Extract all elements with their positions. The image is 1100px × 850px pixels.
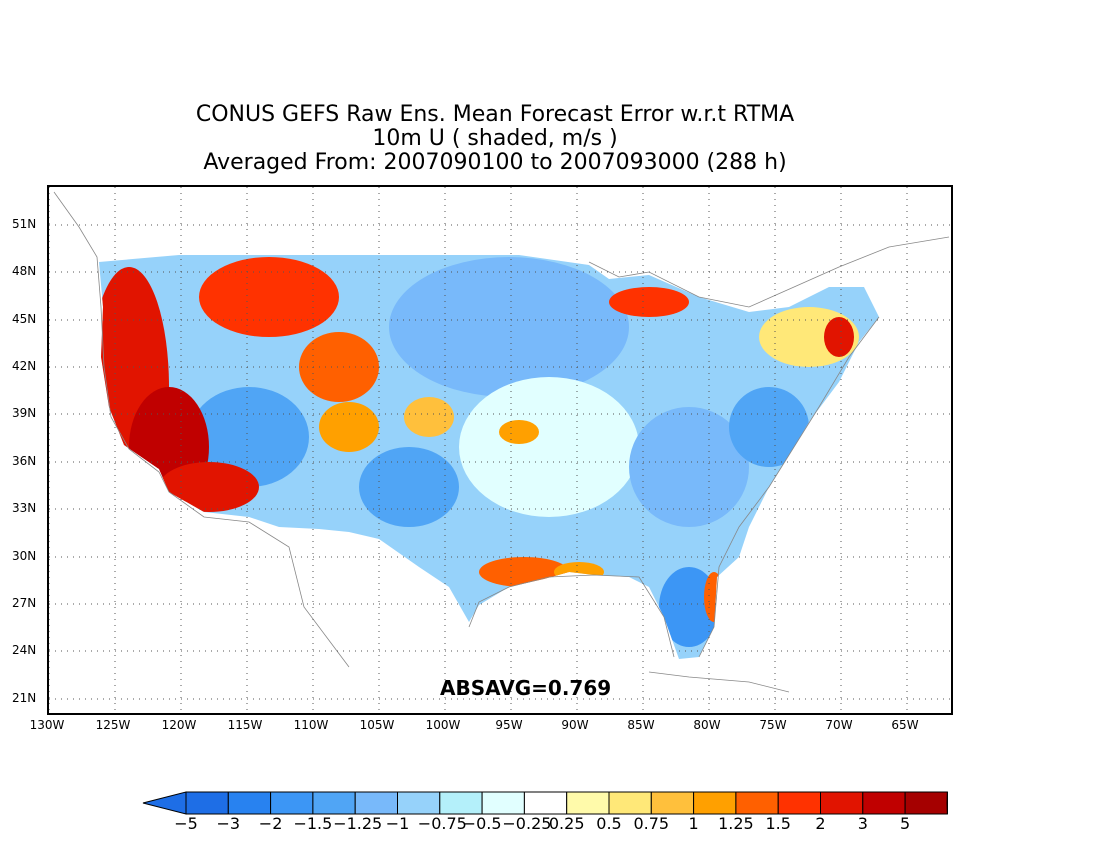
shade-blob bbox=[824, 317, 854, 357]
coastlines bbox=[53, 191, 950, 693]
lat-tick-label: 42N bbox=[12, 359, 37, 373]
colorbar-swatch bbox=[904, 791, 948, 815]
lat-tick-label: 24N bbox=[12, 643, 37, 657]
lat-tick-label: 51N bbox=[12, 217, 37, 231]
chart-title-line-2: 10m U ( shaded, m/s ) bbox=[372, 126, 618, 151]
colorbar-swatch bbox=[566, 791, 610, 815]
colorbar-tick-label: −5 bbox=[174, 814, 198, 833]
shade-blob bbox=[189, 387, 309, 487]
colorbar-swatch bbox=[481, 791, 525, 815]
shade-blob bbox=[299, 332, 379, 402]
colorbar-tick-label: −1.5 bbox=[293, 814, 333, 833]
shade-blob bbox=[459, 377, 639, 517]
lon-tick-label: 90W bbox=[561, 718, 589, 732]
lat-tick-label: 27N bbox=[12, 596, 37, 610]
chart-title-line-1: CONUS GEFS Raw Ens. Mean Forecast Error … bbox=[195, 102, 795, 127]
lon-tick-label: 85W bbox=[627, 718, 655, 732]
lon-tick-label: 70W bbox=[825, 718, 853, 732]
lon-tick-label: 125W bbox=[95, 718, 131, 732]
lon-tick-label: 120W bbox=[161, 718, 197, 732]
colorbar-swatch bbox=[693, 791, 737, 815]
lat-tick-label: 21N bbox=[12, 691, 37, 705]
colorbar-tick-label: 1.5 bbox=[765, 814, 791, 833]
shade-blob bbox=[499, 420, 539, 444]
colorbar-tick-label: 0.25 bbox=[548, 814, 585, 833]
lon-tick-label: 95W bbox=[495, 718, 523, 732]
shade-blob bbox=[359, 447, 459, 527]
colorbar-swatch bbox=[312, 791, 356, 815]
lat-tick-label: 48N bbox=[12, 264, 37, 278]
lon-tick-label: 130W bbox=[29, 718, 65, 732]
lon-tick-label: 65W bbox=[891, 718, 919, 732]
lat-tick-label: 39N bbox=[12, 406, 37, 420]
colorbar-tick-label: −0.5 bbox=[462, 814, 502, 833]
graticule bbox=[48, 187, 951, 713]
map-plot bbox=[48, 187, 951, 713]
colorbar-tick-label: 1.25 bbox=[718, 814, 754, 833]
colorbar-swatch bbox=[820, 791, 864, 815]
absavg-stat: ABSAVG=0.769 bbox=[440, 676, 612, 700]
east-coastline bbox=[698, 316, 880, 658]
colorbar-tick-label: 3 bbox=[857, 814, 868, 833]
colorbar-tick-label: 2 bbox=[815, 814, 826, 833]
colorbar-tick-label: 1 bbox=[688, 814, 699, 833]
shade-blob bbox=[659, 567, 719, 647]
shade-blob bbox=[704, 572, 724, 622]
colorbar-swatch bbox=[270, 791, 314, 815]
shade-blob bbox=[389, 257, 629, 397]
lat-tick-label: 36N bbox=[12, 454, 37, 468]
colorbar-swatch bbox=[185, 791, 229, 815]
colorbar-swatch bbox=[227, 791, 272, 815]
colorbar-tick-label: −0.25 bbox=[502, 814, 552, 833]
shade-blob bbox=[199, 257, 339, 337]
shade-blob bbox=[404, 397, 454, 437]
colorbar-swatch bbox=[397, 791, 441, 815]
colorbar-tick-label: −3 bbox=[216, 814, 241, 833]
colorbar-swatch bbox=[862, 791, 906, 815]
lon-tick-label: 115W bbox=[227, 718, 263, 732]
lon-tick-label: 100W bbox=[425, 718, 461, 732]
colorbar-swatch bbox=[523, 791, 568, 815]
colorbar-swatch bbox=[650, 791, 695, 815]
colorbar-swatch bbox=[608, 791, 652, 815]
colorbar-tick-label: −0.75 bbox=[417, 814, 467, 833]
colorbar-tick-label: 5 bbox=[900, 814, 911, 833]
lat-tick-label: 33N bbox=[12, 501, 37, 515]
lon-tick-label: 105W bbox=[359, 718, 395, 732]
lon-tick-label: 80W bbox=[693, 718, 721, 732]
colorbar-swatch bbox=[439, 791, 483, 815]
colorbar bbox=[142, 791, 948, 815]
shade-blob bbox=[159, 462, 259, 512]
colorbar-tick-label: −2 bbox=[258, 814, 283, 833]
colorbar-tick-label: −1 bbox=[385, 814, 410, 833]
chart-title-line-3: Averaged From: 2007090100 to 2007093000 … bbox=[203, 150, 787, 175]
lon-tick-label: 110W bbox=[293, 718, 329, 732]
shade-blob bbox=[609, 287, 689, 317]
colorbar-swatch bbox=[354, 791, 399, 815]
map-frame bbox=[47, 185, 953, 715]
colorbar-left-arrow bbox=[142, 791, 187, 815]
colorbar-swatch bbox=[777, 791, 822, 815]
cuba-coastline bbox=[648, 671, 790, 693]
gulf-coastline bbox=[468, 574, 675, 658]
shade-blob bbox=[729, 387, 809, 467]
west-coastline bbox=[53, 191, 350, 668]
lat-tick-label: 45N bbox=[12, 312, 37, 326]
north-coastline bbox=[588, 236, 950, 308]
colorbar-swatch bbox=[735, 791, 779, 815]
colorbar-tick-label: 0.5 bbox=[596, 814, 622, 833]
lat-tick-label: 30N bbox=[12, 549, 37, 563]
colorbar-tick-label: 0.75 bbox=[633, 814, 670, 833]
colorbar-tick-label: −1.25 bbox=[333, 814, 383, 833]
shade-blob bbox=[629, 407, 749, 527]
shade-blob bbox=[554, 562, 604, 582]
shade-blob bbox=[319, 402, 379, 452]
lon-tick-label: 75W bbox=[759, 718, 787, 732]
